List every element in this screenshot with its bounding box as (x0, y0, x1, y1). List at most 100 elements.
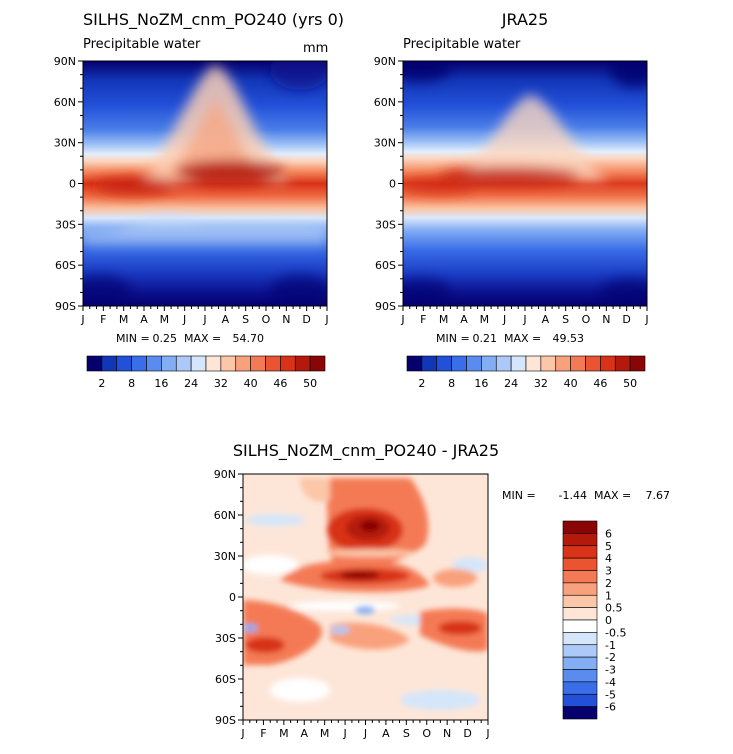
x-tick-label: J (182, 313, 186, 326)
colorbar-label: 8 (128, 377, 135, 390)
y-tick-label: 0 (69, 178, 76, 191)
colorbar-swatch (86, 355, 103, 372)
x-tick-label: O (422, 727, 431, 740)
x-tick-label: S (242, 313, 249, 326)
panel-model-field (83, 61, 327, 306)
colorbar-swatch (562, 607, 598, 621)
x-tick-label: D (463, 727, 471, 740)
x-tick-label: A (222, 313, 230, 326)
colorbar-swatch (540, 355, 557, 372)
x-tick-label: J (522, 313, 526, 326)
colorbar-swatch (562, 644, 598, 658)
panel-diff-min-value: -1.44 (559, 489, 587, 502)
panel-model-max-label: MAX = (184, 332, 221, 345)
x-tick-label: A (300, 727, 308, 740)
x-tick-label: M (480, 313, 490, 326)
colorbar-swatch (562, 656, 598, 670)
y-tick-label: 60N (374, 96, 396, 109)
colorbar-swatch (161, 355, 177, 372)
panel-model-max-value: 54.70 (233, 332, 265, 345)
colorbar-swatch (562, 570, 598, 584)
colorbar-swatch (562, 619, 598, 633)
colorbar-swatch (250, 355, 266, 372)
x-tick-label: M (119, 313, 129, 326)
colorbar-swatch (525, 355, 542, 372)
x-tick-label: M (160, 313, 170, 326)
x-tick-label: J (342, 727, 346, 740)
x-tick-label: F (100, 313, 106, 326)
colorbar-swatch (481, 355, 497, 372)
x-tick-label: J (400, 313, 404, 326)
y-tick-label: 60S (55, 259, 76, 272)
y-tick-label: 30N (214, 550, 236, 563)
x-tick-label: J (324, 313, 328, 326)
panel-obs-max-label: MAX = (504, 332, 541, 345)
panel-model: SILHS_NoZM_cnm_PO240 (yrs 0) Precipitabl… (54, 10, 344, 390)
y-tick-label: 30S (215, 632, 236, 645)
y-tick-label: 60N (214, 509, 236, 522)
colorbar-swatch (562, 520, 598, 534)
colorbar-label: 24 (184, 377, 198, 390)
panel-model-min-value: 0.25 (153, 332, 178, 345)
panel-model-units: mm (303, 41, 328, 56)
panel-obs-min-label: MIN = (436, 332, 470, 345)
x-tick-label: M (439, 313, 449, 326)
colorbar-swatch (131, 355, 147, 372)
colorbar-swatch (562, 557, 598, 571)
x-tick-label: J (80, 313, 84, 326)
colorbar-label: 32 (214, 377, 228, 390)
colorbar-label: -3 (605, 664, 616, 677)
colorbar-swatch (562, 693, 598, 707)
colorbar-label: 50 (303, 377, 317, 390)
x-tick-label: A (460, 313, 468, 326)
colorbar-label: 2 (418, 377, 425, 390)
x-tick-label: F (420, 313, 426, 326)
panel-obs-max-value: 49.53 (553, 332, 585, 345)
colorbar-label: -2 (605, 651, 616, 664)
colorbar-label: 2 (605, 577, 612, 590)
colorbar-label: 0 (605, 614, 612, 627)
colorbar-swatch (220, 355, 237, 372)
colorbar-swatch (614, 355, 631, 372)
colorbar-label: 6 (605, 527, 612, 540)
colorbar-swatch (294, 355, 311, 372)
colorbar-swatch (175, 355, 192, 372)
panel-model-subtitle: Precipitable water (83, 37, 201, 52)
colorbar-label: 32 (534, 377, 548, 390)
colorbar-label: 40 (564, 377, 578, 390)
y-tick-label: 90N (214, 468, 236, 481)
x-tick-label: A (542, 313, 550, 326)
x-tick-label: J (502, 313, 506, 326)
colorbar-swatch (495, 355, 512, 372)
panel-obs: JRA25 Precipitable water J F M A M J J A S O N D J90… (374, 10, 649, 390)
colorbar-swatch (451, 355, 467, 372)
y-tick-label: 90S (55, 300, 76, 313)
colorbar-swatch (436, 355, 452, 372)
panel-obs-field (403, 61, 647, 306)
y-tick-label: 90N (54, 55, 76, 68)
colorbar-swatch (406, 355, 423, 372)
colorbar-swatch (280, 355, 296, 372)
colorbar-swatch (116, 355, 132, 372)
colorbar-label: 50 (623, 377, 637, 390)
panel-diff-min-label: MIN = (502, 489, 536, 502)
x-tick-label: A (382, 727, 390, 740)
colorbar-swatch (562, 533, 598, 547)
y-tick-label: 60S (375, 259, 396, 272)
x-tick-label: J (240, 727, 244, 740)
x-tick-label: J (202, 313, 206, 326)
x-tick-label: M (320, 727, 330, 740)
colorbar-swatch (466, 355, 482, 372)
x-tick-label: M (279, 727, 289, 740)
panel-model-min-label: MIN = (116, 332, 150, 345)
colorbar-label: 5 (605, 540, 612, 553)
colorbar-label: 40 (244, 377, 258, 390)
x-tick-label: J (363, 727, 367, 740)
y-tick-label: 90S (215, 714, 236, 727)
x-tick-label: F (260, 727, 266, 740)
colorbar-label: 0.5 (605, 602, 623, 615)
